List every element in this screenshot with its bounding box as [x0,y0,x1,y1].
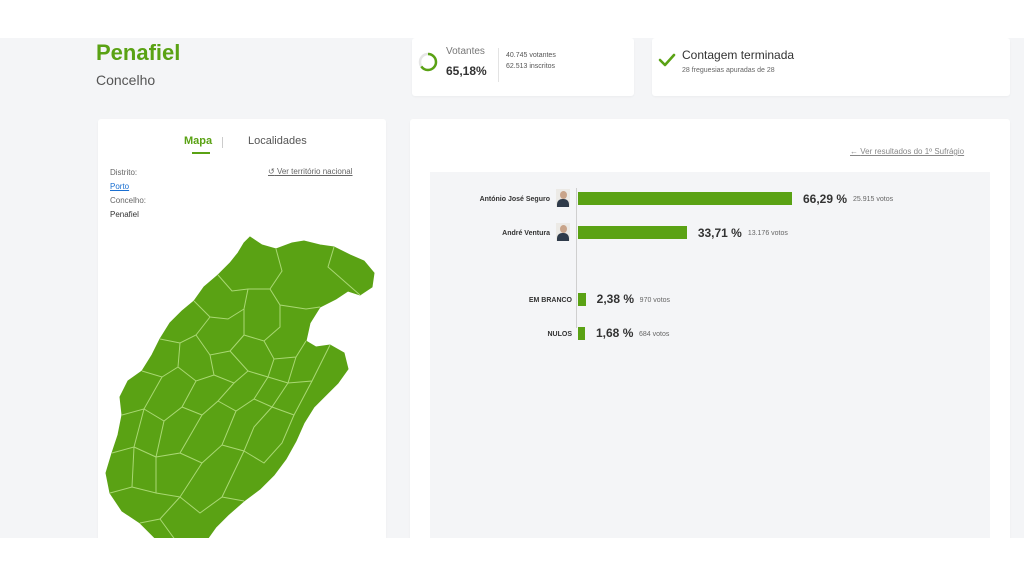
result-votes: 25.915 votos [853,196,894,203]
results-panel: ← Ver resultados do 1º Sufrágio António … [410,119,1010,538]
count-status-title: Contagem terminada [682,48,795,62]
municipality-map[interactable] [98,231,386,538]
result-votes: 13.176 votos [747,230,788,237]
results-page: Penafiel Concelho Votantes 65,18% 40.745… [0,38,1024,538]
page-subtitle: Concelho [96,72,156,88]
result-percent: 66,29 % [803,192,848,206]
result-bar[interactable] [578,327,585,340]
parish-borders [109,246,361,538]
first-round-link-label: Ver resultados do 1º Sufrágio [860,147,965,156]
active-tab-indicator [192,152,210,154]
municipality-value: Penafiel [110,210,139,219]
result-votes: 684 votos [639,331,670,338]
national-territory-link[interactable]: ↺ Ver território nacional [268,167,353,176]
national-territory-label: Ver território nacional [276,167,353,176]
undo-icon: ↺ [268,167,275,176]
tab-separator [222,137,223,148]
district-link[interactable]: Porto [110,182,130,191]
divider [498,48,499,82]
results-chart: António José Seguro 66,29 % 25.915 votos… [430,172,990,538]
registered-count: 62.513 inscritos [506,63,556,70]
blank-votes-label: EM BRANCO [528,297,572,304]
candidate-avatar [556,223,570,241]
voters-card: Votantes 65,18% 40.745 votantes 62.513 i… [412,38,634,96]
turnout-percent: 65,18% [446,64,487,78]
tab-map[interactable]: Mapa [184,135,213,147]
map-region[interactable] [105,236,375,538]
map-panel: Mapa Localidades Distrito: Porto Concelh… [98,119,386,538]
voters-count: 40.745 votantes [506,52,556,59]
first-round-link[interactable]: ← Ver resultados do 1º Sufrágio [850,147,964,156]
municipality-label: Concelho: [110,196,147,205]
check-icon [658,53,676,67]
count-status-card: Contagem terminada 28 freguesias apurada… [652,38,1010,96]
arrow-left-icon: ← [850,147,858,156]
turnout-ring-icon [418,52,438,72]
result-percent: 2,38 % [596,292,635,306]
candidate-name: António José Seguro [479,196,550,203]
chart-axis [576,188,577,328]
null-votes-label: NULOS [547,331,573,338]
result-votes: 970 votos [639,297,671,304]
voters-label: Votantes [446,46,485,57]
district-label: Distrito: [110,168,138,177]
tab-localities[interactable]: Localidades [248,135,307,147]
page-title: Penafiel [96,40,181,65]
candidate-name: André Ventura [502,230,550,237]
bottom-strip [0,538,1024,576]
result-percent: 33,71 % [697,226,742,240]
candidate-avatar [556,189,570,207]
result-bar[interactable] [578,293,586,306]
result-percent: 1,68 % [596,326,634,340]
result-bar[interactable] [578,226,687,239]
result-bar[interactable] [578,192,792,205]
count-status-subtitle: 28 freguesias apuradas de 28 [682,67,775,74]
